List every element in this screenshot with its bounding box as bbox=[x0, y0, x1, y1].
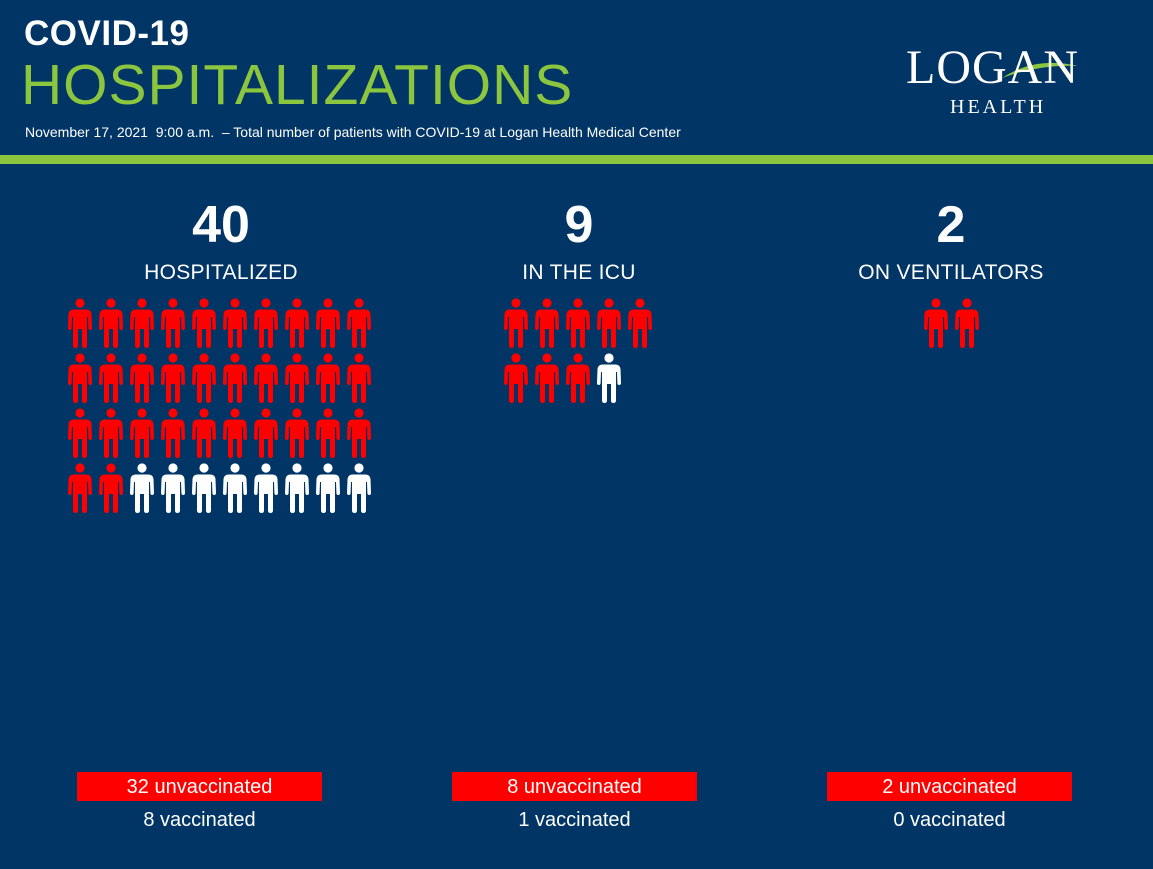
person-icon-unvaccinated bbox=[95, 463, 126, 518]
person-icon-unvaccinated bbox=[64, 463, 95, 518]
person-icon-unvaccinated bbox=[593, 298, 624, 353]
person-icon-unvaccinated bbox=[126, 353, 157, 408]
person-icon-unvaccinated bbox=[562, 353, 593, 408]
person-icon-unvaccinated bbox=[157, 298, 188, 353]
person-icon-unvaccinated bbox=[312, 353, 343, 408]
person-icon-unvaccinated bbox=[188, 408, 219, 463]
stat-icu: 9 IN THE ICU bbox=[419, 195, 739, 285]
person-icon-unvaccinated bbox=[219, 298, 250, 353]
unvaccinated-badge: 2 unvaccinated bbox=[827, 772, 1072, 801]
person-icon-unvaccinated bbox=[500, 353, 531, 408]
person-icon-unvaccinated bbox=[250, 353, 281, 408]
person-icon-unvaccinated bbox=[250, 298, 281, 353]
person-icon-unvaccinated bbox=[343, 298, 374, 353]
vaccinated-count: 8 vaccinated bbox=[143, 809, 256, 831]
person-icon-unvaccinated bbox=[157, 353, 188, 408]
logo-swoosh-icon bbox=[1002, 62, 1078, 78]
person-icon-unvaccinated bbox=[126, 408, 157, 463]
person-icon-vaccinated bbox=[126, 463, 157, 518]
person-icon-unvaccinated bbox=[95, 353, 126, 408]
person-icon-unvaccinated bbox=[343, 353, 374, 408]
stat-hospitalized: 40 HOSPITALIZED bbox=[61, 195, 381, 285]
person-icon-unvaccinated bbox=[250, 408, 281, 463]
person-icon-unvaccinated bbox=[95, 408, 126, 463]
person-icon-unvaccinated bbox=[562, 298, 593, 353]
person-icon-unvaccinated bbox=[624, 298, 655, 353]
person-icon-unvaccinated bbox=[95, 298, 126, 353]
stat-number: 40 bbox=[192, 196, 250, 254]
header: COVID-19 HOSPITALIZATIONS November 17, 2… bbox=[0, 0, 1153, 155]
person-icon-unvaccinated bbox=[281, 298, 312, 353]
stat-ventilators: 2 ON VENTILATORS bbox=[791, 195, 1111, 285]
person-icon-vaccinated bbox=[312, 463, 343, 518]
person-icon-unvaccinated bbox=[312, 298, 343, 353]
person-icon-unvaccinated bbox=[281, 408, 312, 463]
vaccinated-count: 1 vaccinated bbox=[518, 809, 631, 831]
stat-label: ON VENTILATORS bbox=[858, 261, 1044, 284]
person-icon-unvaccinated bbox=[157, 408, 188, 463]
person-icon-vaccinated bbox=[219, 463, 250, 518]
vaccinated-count: 0 vaccinated bbox=[893, 809, 1006, 831]
people-grid-hospitalized bbox=[64, 298, 374, 518]
person-icon-unvaccinated bbox=[64, 353, 95, 408]
person-icon-unvaccinated bbox=[531, 353, 562, 408]
person-icon-vaccinated bbox=[593, 353, 624, 408]
person-icon-unvaccinated bbox=[64, 298, 95, 353]
person-icon-unvaccinated bbox=[531, 298, 562, 353]
people-grid-ventilators bbox=[920, 298, 982, 353]
person-icon-unvaccinated bbox=[281, 353, 312, 408]
person-icon-unvaccinated bbox=[500, 298, 531, 353]
page-title-line1: COVID-19 bbox=[24, 14, 190, 53]
unvaccinated-badge: 32 unvaccinated bbox=[77, 772, 322, 801]
page-title-line2: HOSPITALIZATIONS bbox=[21, 53, 574, 117]
person-icon-unvaccinated bbox=[219, 408, 250, 463]
person-icon-unvaccinated bbox=[219, 353, 250, 408]
person-icon-vaccinated bbox=[281, 463, 312, 518]
stat-number: 2 bbox=[936, 196, 966, 254]
logo-name: LOGAN bbox=[906, 41, 1079, 94]
person-icon-unvaccinated bbox=[312, 408, 343, 463]
logan-health-logo: LOGAN HEALTH bbox=[900, 44, 1115, 124]
person-icon-unvaccinated bbox=[920, 298, 951, 353]
people-grid-icu bbox=[500, 298, 655, 408]
unvaccinated-badge: 8 unvaccinated bbox=[452, 772, 697, 801]
person-icon-unvaccinated bbox=[951, 298, 982, 353]
person-icon-unvaccinated bbox=[188, 298, 219, 353]
stat-number: 9 bbox=[564, 196, 594, 254]
stat-label: HOSPITALIZED bbox=[144, 261, 298, 284]
person-icon-unvaccinated bbox=[126, 298, 157, 353]
divider-bar bbox=[0, 155, 1153, 164]
person-icon-unvaccinated bbox=[188, 353, 219, 408]
person-icon-vaccinated bbox=[188, 463, 219, 518]
page-subtitle: November 17, 2021 9:00 a.m. – Total numb… bbox=[25, 124, 681, 140]
person-icon-unvaccinated bbox=[343, 408, 374, 463]
stat-label: IN THE ICU bbox=[522, 261, 636, 284]
person-icon-vaccinated bbox=[250, 463, 281, 518]
logo-subtitle: HEALTH bbox=[950, 96, 1047, 118]
person-icon-unvaccinated bbox=[64, 408, 95, 463]
person-icon-vaccinated bbox=[157, 463, 188, 518]
person-icon-vaccinated bbox=[343, 463, 374, 518]
